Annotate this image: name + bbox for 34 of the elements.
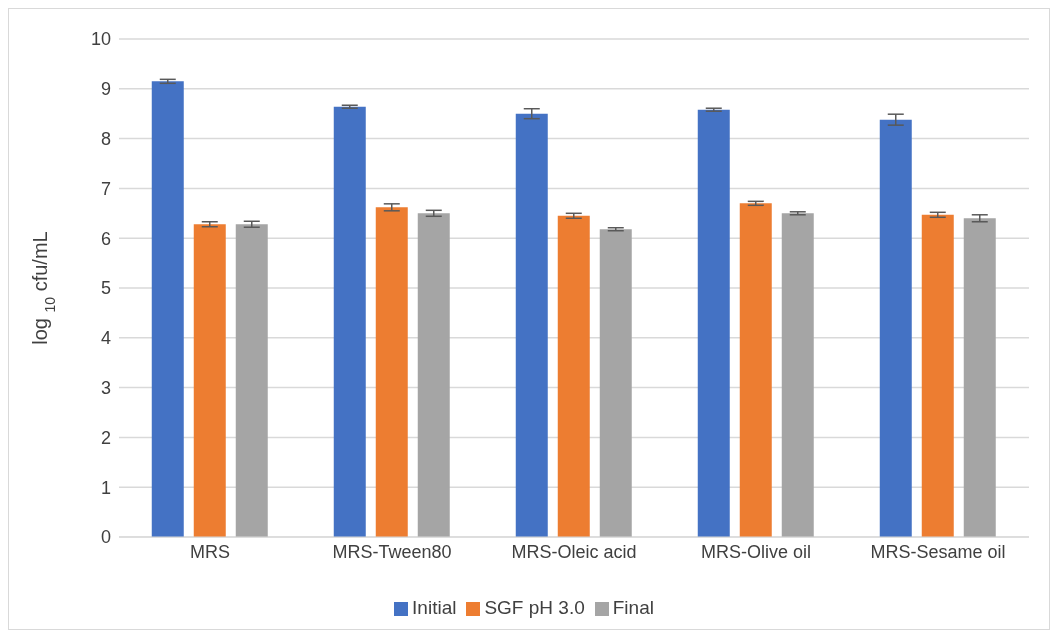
legend-label: SGF pH 3.0 bbox=[484, 597, 585, 618]
bar bbox=[963, 218, 996, 537]
bar bbox=[879, 119, 912, 537]
bar bbox=[921, 214, 954, 537]
bar bbox=[375, 207, 408, 537]
bar bbox=[739, 203, 772, 537]
legend-label: Initial bbox=[412, 597, 457, 618]
x-tick-label: MRS bbox=[190, 541, 230, 562]
y-tick-label: 1 bbox=[100, 477, 111, 498]
x-tick-label: MRS-Sesame oil bbox=[870, 541, 1006, 562]
y-tick-label: 5 bbox=[100, 278, 111, 299]
y-tick-label: 6 bbox=[100, 228, 111, 249]
x-tick-label: MRS-Olive oil bbox=[700, 541, 812, 562]
bar bbox=[193, 224, 226, 537]
bar bbox=[781, 213, 814, 537]
y-tick-label: 0 bbox=[100, 527, 111, 548]
bar bbox=[235, 224, 268, 537]
bar bbox=[151, 81, 184, 537]
bar bbox=[599, 229, 632, 537]
bar bbox=[417, 213, 450, 537]
bar bbox=[697, 109, 730, 537]
y-tick-label: 2 bbox=[100, 427, 111, 448]
bar bbox=[557, 215, 590, 537]
legend-label: Final bbox=[612, 597, 654, 618]
bar bbox=[333, 106, 366, 537]
y-tick-label: 4 bbox=[100, 328, 111, 349]
x-tick-label: MRS-Tween80 bbox=[332, 541, 452, 562]
y-tick-label: 3 bbox=[100, 377, 111, 398]
y-tick-label: 8 bbox=[100, 128, 111, 149]
x-tick-label: MRS-Oleic acid bbox=[511, 541, 637, 562]
bar bbox=[515, 113, 548, 537]
y-tick-label: 7 bbox=[100, 178, 111, 199]
y-tick-label: 10 bbox=[90, 29, 111, 50]
y-tick-label: 9 bbox=[100, 79, 111, 100]
